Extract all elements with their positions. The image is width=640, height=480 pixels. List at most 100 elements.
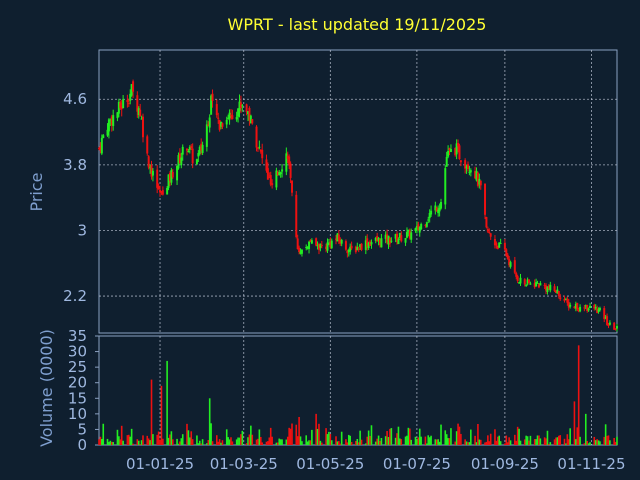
volume-bar <box>181 434 184 445</box>
candle-body <box>106 129 109 136</box>
volume-bar <box>210 423 212 445</box>
volume-bar <box>465 441 468 445</box>
candle-body <box>305 247 308 249</box>
candle-body <box>445 156 448 167</box>
volume-tick-label: 15 <box>68 389 87 407</box>
candle-body <box>306 246 309 249</box>
volume-bar <box>122 440 124 445</box>
volume-bar <box>397 426 400 445</box>
volume-bar <box>259 436 262 445</box>
volume-bar <box>485 441 488 445</box>
candle-body <box>369 241 372 246</box>
candle-body <box>168 173 171 181</box>
volume-bar <box>556 437 559 445</box>
volume-bar <box>567 439 570 445</box>
volume-bar <box>504 443 506 445</box>
volume-bar <box>315 413 317 445</box>
candle-body <box>593 304 596 309</box>
candle-body <box>374 237 377 241</box>
candle-body <box>300 249 303 254</box>
candle-body <box>513 260 516 273</box>
volume-bar <box>296 436 299 445</box>
candle-body <box>559 297 562 300</box>
volume-bar <box>563 438 566 445</box>
candle-body <box>258 146 261 148</box>
candle-body <box>100 137 103 154</box>
volume-axis-label: Volume (0000) <box>37 329 56 447</box>
candle-body <box>607 324 610 326</box>
candle-body <box>136 95 139 112</box>
candle-body <box>119 102 122 109</box>
volume-bar <box>218 439 221 445</box>
candle-body <box>339 239 342 244</box>
volume-bar <box>269 427 272 445</box>
volume-bar <box>110 441 113 445</box>
candle-body <box>529 283 532 285</box>
volume-bar <box>108 441 110 445</box>
candle-body <box>354 246 357 253</box>
candle-body <box>289 163 292 178</box>
candle-body <box>167 174 170 188</box>
volume-bar <box>576 427 579 445</box>
candle-body <box>205 124 208 147</box>
candle-body <box>499 243 502 245</box>
candle-body <box>440 202 443 209</box>
candle-body <box>178 153 181 164</box>
volume-bar <box>118 436 120 445</box>
candle-body <box>457 143 460 147</box>
candle-body <box>449 148 452 153</box>
volume-bar <box>386 431 388 445</box>
volume-bar <box>597 440 600 445</box>
candle-body <box>594 307 597 309</box>
volume-bar <box>365 443 367 445</box>
candle-body <box>211 93 214 101</box>
volume-tick-label: 5 <box>77 420 87 438</box>
candle-body <box>268 176 271 178</box>
candle-body <box>455 143 458 155</box>
volume-bar <box>311 429 313 445</box>
x-tick-label: 01-01-25 <box>126 455 194 473</box>
candle-body <box>127 103 130 105</box>
volume-bar <box>533 439 536 445</box>
volume-bar <box>549 442 552 445</box>
candle-body <box>271 183 274 186</box>
volume-bar <box>198 440 201 445</box>
volume-bar <box>606 435 608 445</box>
candle-body <box>360 243 363 250</box>
volume-bar <box>180 438 183 445</box>
volume-bar <box>609 440 611 445</box>
candle-body <box>166 187 169 195</box>
candle-body <box>464 160 467 169</box>
volume-bar <box>435 439 438 445</box>
candle-body <box>614 328 617 330</box>
candle-body <box>279 172 282 175</box>
volume-bar <box>399 438 401 445</box>
volume-bar <box>599 441 601 445</box>
volume-bar <box>167 437 170 445</box>
volume-bar <box>102 423 105 445</box>
volume-bar <box>347 434 350 445</box>
volume-bar <box>170 431 173 445</box>
volume-bar <box>278 438 281 445</box>
candle-body <box>420 223 423 230</box>
candle-body <box>98 148 100 150</box>
candle-body <box>227 117 230 119</box>
candle-body <box>376 235 379 242</box>
volume-bar <box>438 441 441 445</box>
candle-body <box>428 213 431 219</box>
volume-bar <box>487 435 489 445</box>
volume-bar <box>235 439 238 445</box>
candle-body <box>415 225 418 230</box>
volume-bar <box>369 435 371 445</box>
volume-bar <box>538 435 540 445</box>
candle-body <box>563 298 566 301</box>
candle-body <box>526 279 529 284</box>
volume-bar <box>166 360 168 445</box>
volume-bar <box>518 428 520 445</box>
candle-body <box>132 81 135 92</box>
candle-body <box>418 227 421 233</box>
candle-body <box>330 240 333 249</box>
volume-bar <box>479 439 482 445</box>
volume-bar <box>545 438 547 445</box>
volume-bar <box>390 428 393 445</box>
